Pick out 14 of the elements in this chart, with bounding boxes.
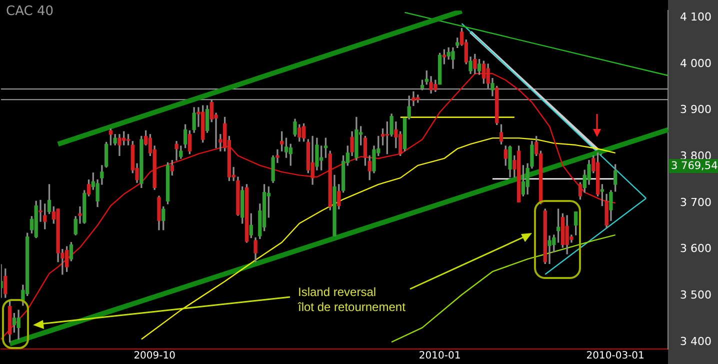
y-tick-label: 4 000 xyxy=(680,56,712,70)
x-tick-label: 2010-03-01 xyxy=(586,350,644,362)
annotation: îlot de retournement xyxy=(298,300,406,315)
y-tick-label: 4 100 xyxy=(680,10,712,24)
y-tick-label: 3 400 xyxy=(680,334,712,348)
y-tick-label: 3 500 xyxy=(680,288,712,302)
y-tick-label: 3 600 xyxy=(680,242,712,256)
x-tick-label: 2009-10 xyxy=(134,350,176,362)
text: 3 769,54 xyxy=(669,160,718,172)
y-tick-label: 3 900 xyxy=(680,103,712,116)
y-tick-label: 3 700 xyxy=(680,196,712,209)
x-tick-label: 2010-01 xyxy=(418,350,461,362)
annotation: Island reversal xyxy=(298,285,378,300)
chart-title: CAC 40 xyxy=(6,4,54,19)
